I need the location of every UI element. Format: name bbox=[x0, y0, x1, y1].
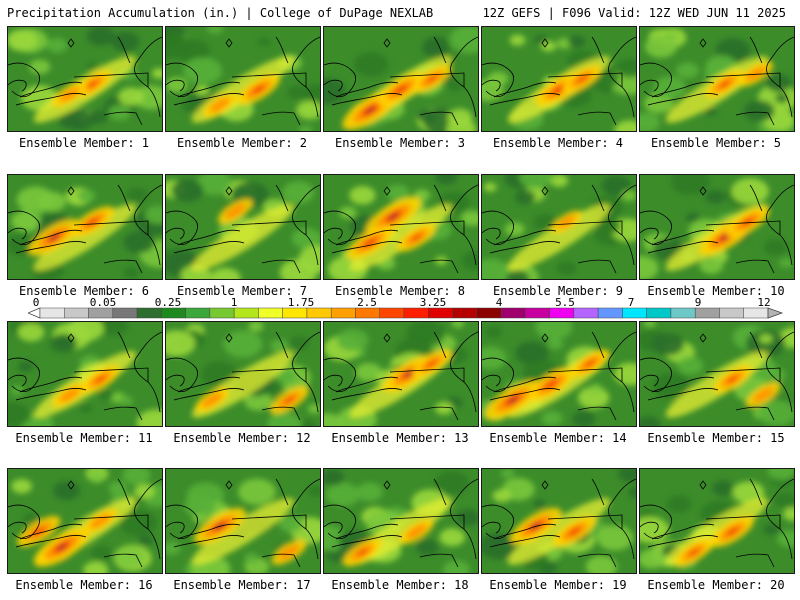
ensemble-member-map bbox=[481, 26, 637, 132]
legend-color-box bbox=[476, 307, 502, 319]
legend-color-box bbox=[64, 307, 89, 319]
ensemble-member-map bbox=[639, 26, 795, 132]
model-valid-time: 12Z GEFS | F096 Valid: 12Z WED JUN 11 20… bbox=[482, 6, 786, 20]
legend-color-box bbox=[622, 307, 647, 319]
ensemble-member-label: Ensemble Member: 13 bbox=[331, 431, 469, 445]
legend-color-box bbox=[112, 307, 138, 319]
legend-tick-label: 12 bbox=[757, 296, 771, 309]
ensemble-member-map bbox=[165, 468, 321, 574]
ensemble-member-map bbox=[639, 468, 795, 574]
ensemble-member-map bbox=[323, 174, 479, 280]
ensemble-member-map bbox=[639, 174, 795, 280]
legend-color-box bbox=[39, 307, 65, 319]
ensemble-member-label: Ensemble Member: 9 bbox=[492, 284, 624, 298]
legend-tick-label: 2.5 bbox=[357, 296, 377, 309]
ensemble-member-map bbox=[323, 321, 479, 427]
legend-tick-label: 1.75 bbox=[287, 296, 315, 309]
legend-color-box bbox=[428, 307, 453, 319]
ensemble-member-label: Ensemble Member: 6 bbox=[18, 284, 150, 298]
ensemble-member-map bbox=[165, 26, 321, 132]
legend-color-box bbox=[306, 307, 332, 319]
ensemble-member-label: Ensemble Member: 16 bbox=[15, 578, 153, 592]
ensemble-member-map bbox=[7, 468, 163, 574]
color-scale-legend: 0 0.05 0.25 1 1.75 2.5 3.25 4 5.5 7 9 12 bbox=[28, 296, 788, 319]
legend-color-box bbox=[549, 307, 575, 319]
ensemble-member-map bbox=[481, 174, 637, 280]
legend-color-box bbox=[379, 307, 405, 319]
legend-color-box bbox=[646, 307, 672, 319]
legend-color-box bbox=[452, 307, 478, 319]
legend-color-box bbox=[670, 307, 696, 319]
legend-color-box bbox=[88, 307, 114, 319]
legend-color-box bbox=[258, 307, 283, 319]
legend-low-arrow bbox=[28, 307, 41, 319]
legend-color-box bbox=[161, 307, 186, 319]
legend-tick-label: 7 bbox=[627, 296, 635, 309]
ensemble-member-label: Ensemble Member: 4 bbox=[492, 136, 624, 150]
legend-tick-label: 0.25 bbox=[154, 296, 182, 309]
legend-tick-label: 9 bbox=[694, 296, 702, 309]
product-title: Precipitation Accumulation (in.) | Colle… bbox=[7, 6, 434, 20]
legend-color-bar bbox=[28, 307, 784, 319]
ensemble-member-label: Ensemble Member: 5 bbox=[650, 136, 782, 150]
legend-tick-label: 1 bbox=[230, 296, 238, 309]
legend-color-box bbox=[500, 307, 526, 319]
legend-color-box bbox=[719, 307, 744, 319]
legend-color-box bbox=[136, 307, 162, 319]
ensemble-member-label: Ensemble Member: 20 bbox=[647, 578, 785, 592]
ensemble-member-map bbox=[165, 321, 321, 427]
legend-color-box bbox=[330, 307, 356, 319]
ensemble-member-map bbox=[639, 321, 795, 427]
legend-tick-label: 4 bbox=[495, 296, 503, 309]
legend-color-box bbox=[355, 307, 380, 319]
ensemble-member-label: Ensemble Member: 12 bbox=[173, 431, 311, 445]
legend-color-box bbox=[282, 307, 308, 319]
ensemble-member-label: Ensemble Member: 10 bbox=[647, 284, 785, 298]
ensemble-member-label: Ensemble Member: 15 bbox=[647, 431, 785, 445]
legend-high-arrow bbox=[767, 307, 784, 319]
ensemble-member-label: Ensemble Member: 1 bbox=[18, 136, 150, 150]
ensemble-member-map bbox=[165, 174, 321, 280]
ensemble-member-label: Ensemble Member: 18 bbox=[331, 578, 469, 592]
legend-color-box bbox=[403, 307, 429, 319]
ensemble-member-label: Ensemble Member: 2 bbox=[176, 136, 308, 150]
legend-tick-label: 5.5 bbox=[555, 296, 575, 309]
legend-color-box bbox=[209, 307, 235, 319]
ensemble-member-map bbox=[7, 321, 163, 427]
ensemble-member-map bbox=[323, 26, 479, 132]
ensemble-member-map bbox=[481, 321, 637, 427]
legend-tick-label: 0.05 bbox=[89, 296, 117, 309]
legend-color-box bbox=[597, 307, 623, 319]
legend-tick-label: 3.25 bbox=[419, 296, 447, 309]
legend-color-box bbox=[185, 307, 211, 319]
legend-color-box bbox=[573, 307, 599, 319]
ensemble-member-label: Ensemble Member: 14 bbox=[489, 431, 627, 445]
ensemble-member-label: Ensemble Member: 11 bbox=[15, 431, 153, 445]
legend-color-box bbox=[694, 307, 720, 319]
ensemble-member-map bbox=[7, 174, 163, 280]
ensemble-member-label: Ensemble Member: 19 bbox=[489, 578, 627, 592]
legend-color-box bbox=[743, 307, 769, 319]
ensemble-member-map bbox=[7, 26, 163, 132]
ensemble-member-map bbox=[481, 468, 637, 574]
ensemble-member-label: Ensemble Member: 17 bbox=[173, 578, 311, 592]
map-header: Precipitation Accumulation (in.) | Colle… bbox=[0, 0, 800, 24]
ensemble-member-label: Ensemble Member: 7 bbox=[176, 284, 308, 298]
ensemble-member-label: Ensemble Member: 3 bbox=[334, 136, 466, 150]
legend-tick-label: 0 bbox=[32, 296, 40, 309]
ensemble-member-label: Ensemble Member: 8 bbox=[334, 284, 466, 298]
legend-color-box bbox=[525, 307, 550, 319]
ensemble-member-map bbox=[323, 468, 479, 574]
legend-color-box bbox=[233, 307, 259, 319]
